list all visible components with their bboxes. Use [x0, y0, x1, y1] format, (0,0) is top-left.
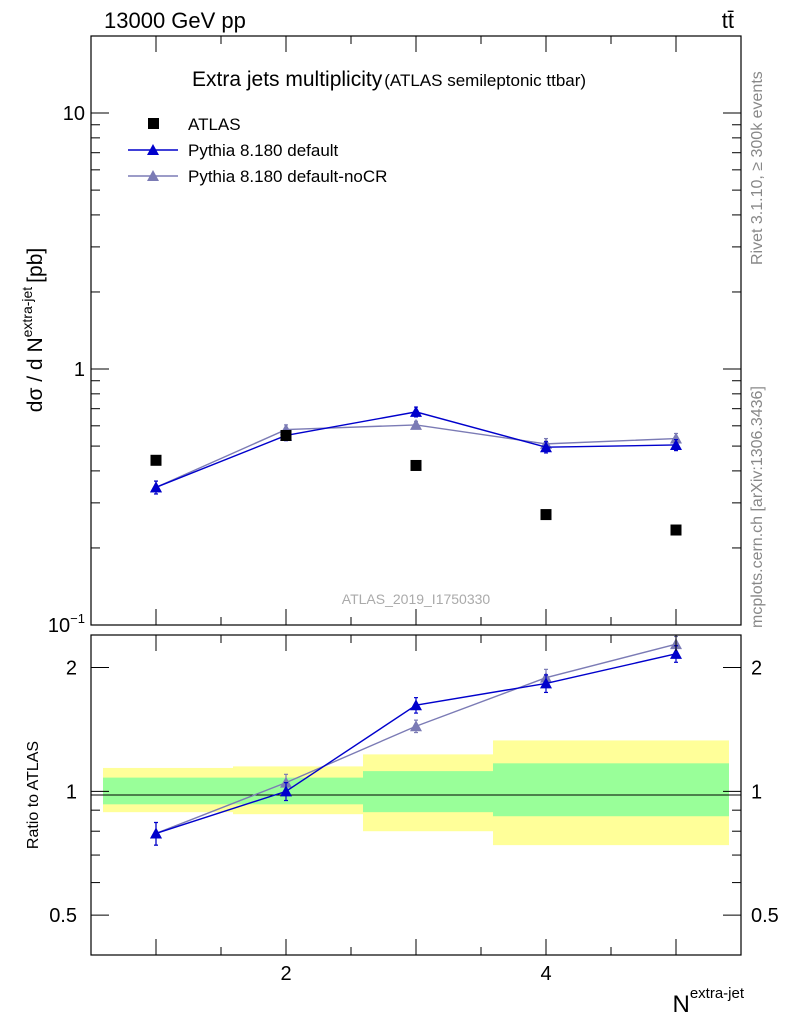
x-axis-label-main: N: [672, 991, 689, 1018]
mc-data-point: [540, 441, 552, 453]
y-tick-label-exponent: −1: [70, 611, 85, 626]
analysis-id: ATLAS_2019_I1750330: [342, 591, 491, 607]
y-axis-label-unit: [pb]: [24, 248, 47, 283]
legend-label: Pythia 8.180 default: [188, 141, 339, 160]
mc-data-point: [410, 720, 422, 732]
mcplots-label: mcplots.cern.ch [arXiv:1306.3436]: [749, 386, 766, 628]
svg-text:dσ / d Nextra-jet[pb]: dσ / d Nextra-jet [pb]: [19, 248, 47, 412]
x-axis-label-sup: extra-jet: [690, 985, 745, 1002]
ratio-tick-labels: 2 2 1 1 0.5 0.5: [49, 658, 779, 928]
ratio-tick-label-left: 2: [66, 658, 77, 680]
ratio-tick-label-right: 1: [751, 781, 762, 803]
ratio-bands: [103, 740, 729, 846]
chart-title: Extra jets multiplicity (ATLAS semilepton…: [192, 68, 586, 91]
ratio-tick-label-right: 0.5: [751, 905, 779, 927]
y-axis-label-sup: extra-jet: [19, 287, 35, 338]
stat-uncertainty-band: [103, 777, 233, 805]
legend-label: Pythia 8.180 default-noCR: [188, 167, 387, 186]
chart-title-main: Extra jets multiplicity: [192, 68, 383, 91]
legend-label: ATLAS: [188, 115, 241, 134]
mc-data-point: [670, 647, 682, 659]
mc-data-point: [540, 677, 552, 689]
mc-data-point: [670, 438, 682, 450]
chart-subtitle: (ATLAS semileptonic ttbar): [384, 71, 586, 90]
legend-marker-mc: [147, 144, 159, 155]
atlas-data-point: [540, 509, 552, 521]
legend: ATLAS Pythia 8.180 default Pythia 8.180 de…: [128, 115, 387, 186]
y-axis-label-main: dσ / d N: [24, 337, 47, 412]
ratio-ticks: [90, 635, 742, 956]
rivet-label: Rivet 3.1.10, ≥ 300k events: [749, 71, 766, 265]
atlas-data-point: [410, 459, 422, 471]
main-panel: 10 1 10−1 Extra jets multiplicity (ATLAS se…: [19, 35, 742, 637]
atlas-data-point: [150, 454, 162, 466]
atlas-data-point: [280, 429, 292, 441]
x-tick-label: 4: [540, 963, 551, 985]
ratio-panel: 2 2 1 1 0.5 0.5 Ratio to ATLAS: [25, 634, 779, 956]
process-label: tt̄: [722, 8, 734, 33]
mc-data-point: [410, 418, 422, 430]
mc-data-point: [280, 785, 292, 797]
ratio-tick-label-right: 2: [751, 658, 762, 680]
mc-data-point: [150, 827, 162, 839]
ratio-tick-label-left: 0.5: [49, 905, 77, 927]
stat-uncertainty-band: [493, 763, 729, 817]
main-ticks: [90, 35, 742, 626]
ratio-y-axis-label: Ratio to ATLAS: [25, 741, 42, 849]
legend-marker-atlas: [148, 118, 159, 129]
legend-marker-mc: [147, 170, 159, 181]
ratio-tick-label-left: 1: [66, 781, 77, 803]
x-axis-label: Nextra-jet: [672, 985, 744, 1018]
stat-uncertainty-band: [363, 771, 493, 813]
mc-data-point: [670, 432, 682, 444]
y-tick-label: 1: [74, 359, 85, 381]
y-tick-label: 10−1: [48, 611, 85, 637]
x-tick-label: 2: [280, 963, 291, 985]
main-tick-labels: 10 1 10−1: [48, 103, 85, 637]
main-data-layer: [150, 405, 682, 536]
y-tick-label: 10: [63, 103, 85, 125]
mc-data-point: [410, 405, 422, 417]
beam-label: 13000 GeV pp: [104, 8, 246, 33]
stat-uncertainty-band: [233, 777, 363, 805]
mc-data-point: [410, 699, 422, 711]
mc-data-point: [150, 481, 162, 493]
atlas-data-point: [670, 524, 682, 536]
y-axis-label: dσ / d Nextra-jet [pb]: [19, 248, 47, 412]
